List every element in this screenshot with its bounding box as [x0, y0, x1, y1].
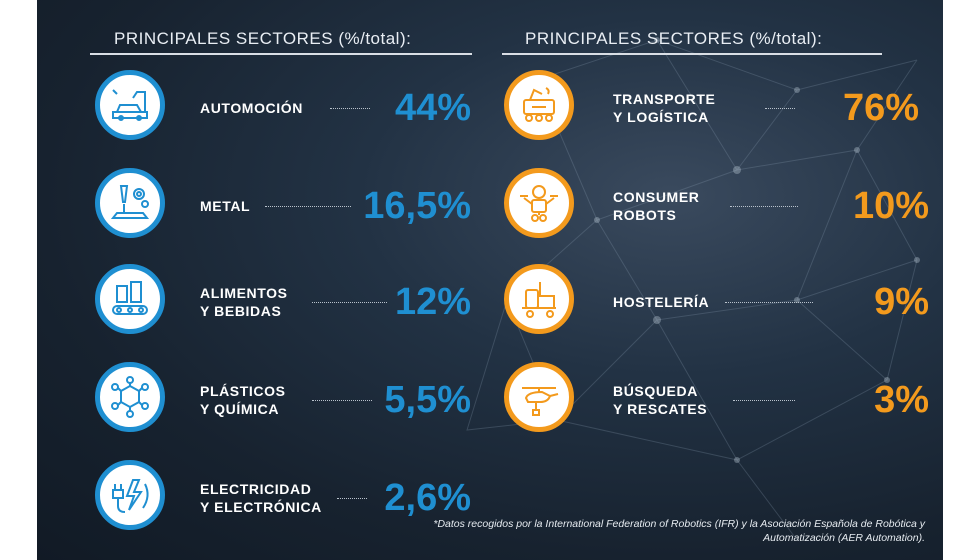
sector-value: 12%: [394, 281, 471, 323]
left-column-title: PRINCIPALES SECTORES (%/total):: [114, 29, 412, 48]
sector-value: 2,6%: [384, 477, 471, 519]
sector-row-consumer: CONSUMER ROBOTS 10%: [487, 168, 943, 248]
sector-row-hosteleria: HOSTELERÍA 9%: [487, 264, 943, 344]
infographic-panel: PRINCIPALES SECTORES (%/total): PRINCIPA…: [37, 0, 943, 560]
car-assembly-robot-icon: [95, 70, 165, 140]
right-column-title: PRINCIPALES SECTORES (%/total):: [525, 29, 823, 48]
sector-label: AUTOMOCIÓN: [200, 100, 303, 116]
laser-gear-icon: [95, 168, 165, 238]
sector-value: 5,5%: [384, 379, 471, 421]
cleaning-cart-icon: [504, 264, 574, 334]
sector-label: ELECTRICIDAD Y ELECTRÓNICA: [200, 481, 322, 515]
molecule-icon: [95, 362, 165, 432]
rescue-drone-icon: [504, 362, 574, 432]
leader-dots: [730, 206, 798, 207]
leader-dots: [337, 498, 367, 499]
sector-label: CONSUMER ROBOTS: [613, 189, 700, 223]
sector-label: TRANSPORTE Y LOGÍSTICA: [613, 91, 716, 125]
leader-dots: [725, 302, 813, 303]
sector-row-transporte: TRANSPORTE Y LOGÍSTICA 76%: [487, 70, 943, 150]
sector-value: 9%: [874, 281, 929, 323]
leader-dots: [265, 206, 351, 207]
leader-dots: [312, 400, 372, 401]
sector-row-automocion: AUTOMOCIÓN 44%: [37, 70, 487, 150]
right-title-rule: [502, 53, 882, 55]
leader-dots: [733, 400, 795, 401]
sector-value: 44%: [394, 87, 471, 129]
sector-label: PLÁSTICOS Y QUÍMICA: [200, 383, 286, 417]
sector-value: 16,5%: [363, 185, 471, 227]
sector-label: BÚSQUEDA Y RESCATES: [613, 383, 708, 417]
leader-dots: [330, 108, 370, 109]
sector-row-busqueda: BÚSQUEDA Y RESCATES 3%: [487, 362, 943, 442]
sector-label: METAL: [200, 198, 251, 214]
sector-value: 76%: [842, 87, 919, 129]
sector-value: 3%: [874, 379, 929, 421]
delivery-robot-icon: [504, 70, 574, 140]
sector-row-metal: METAL 16,5%: [37, 168, 487, 248]
left-title-rule: [90, 53, 472, 55]
conveyor-bottles-icon: [95, 264, 165, 334]
plug-lightning-icon: [95, 460, 165, 530]
sector-row-alimentos: ALIMENTOS Y BEBIDAS 12%: [37, 264, 487, 344]
network-background: [466, 37, 920, 541]
service-robot-icon: [504, 168, 574, 238]
source-footnote: *Datos recogidos por la International Fe…: [433, 518, 925, 544]
sector-label: ALIMENTOS Y BEBIDAS: [200, 285, 288, 319]
sector-value: 10%: [852, 185, 929, 227]
leader-dots: [312, 302, 387, 303]
sector-label: HOSTELERÍA: [613, 294, 710, 310]
leader-dots: [765, 108, 795, 109]
sector-row-plasticos: PLÁSTICOS Y QUÍMICA 5,5%: [37, 362, 487, 442]
sector-row-electricidad: ELECTRICIDAD Y ELECTRÓNICA 2,6%: [37, 460, 487, 540]
